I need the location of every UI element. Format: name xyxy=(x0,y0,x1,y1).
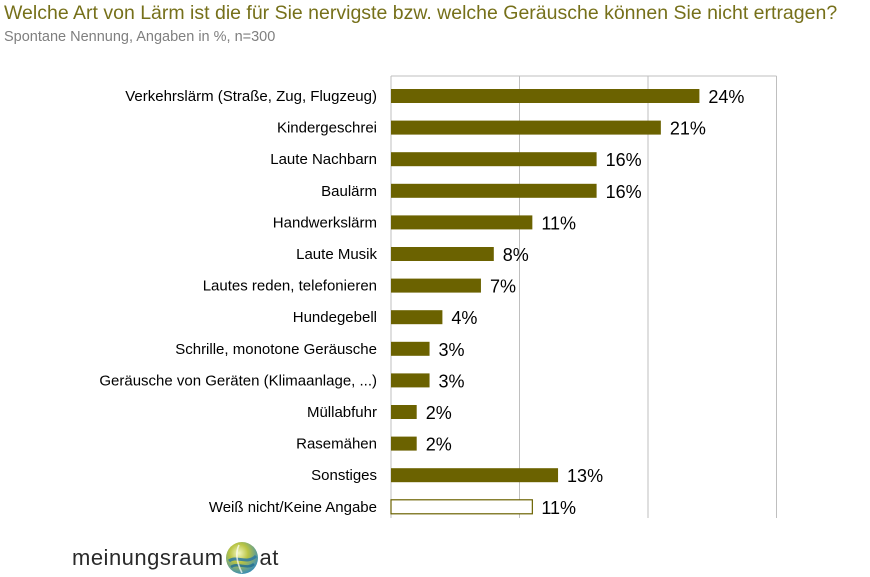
category-label-1: Kindergeschrei xyxy=(277,120,377,137)
category-label-12: Sonstiges xyxy=(311,467,377,484)
value-label-6: 7% xyxy=(490,277,516,297)
logo-text-left: meinungsraum xyxy=(72,545,224,570)
category-label-6: Lautes reden, telefonieren xyxy=(203,278,377,295)
value-label-8: 3% xyxy=(439,340,465,360)
value-label-10: 2% xyxy=(426,403,452,423)
value-label-4: 11% xyxy=(541,213,576,233)
bar-6 xyxy=(391,278,481,293)
value-label-13: 11% xyxy=(541,498,576,518)
value-label-1: 21% xyxy=(670,119,706,139)
bars xyxy=(390,89,700,515)
value-label-11: 2% xyxy=(426,435,452,455)
bar-3 xyxy=(391,183,597,198)
bar-1 xyxy=(391,120,661,135)
category-label-10: Müllabfuhr xyxy=(307,404,377,421)
category-label-9: Geräusche von Geräten (Klimaanlage, ...) xyxy=(99,372,377,389)
globe-icon xyxy=(225,542,258,574)
value-label-9: 3% xyxy=(439,371,465,391)
category-label-13: Weiß nicht/Keine Angabe xyxy=(209,499,377,516)
category-label-0: Verkehrslärm (Straße, Zug, Flugzeug) xyxy=(125,88,377,105)
category-label-3: Baulärm xyxy=(321,183,377,200)
bar-chart: Verkehrslärm (Straße, Zug, Flugzeug) Kind… xyxy=(99,75,777,518)
value-label-2: 16% xyxy=(606,150,642,170)
meinungsraum-logo: meinungsraum at xyxy=(72,540,279,576)
category-label-11: Rasemähen xyxy=(296,436,377,453)
bar-12 xyxy=(391,468,559,483)
value-label-12: 13% xyxy=(567,466,603,486)
category-label-8: Schrille, monotone Geräusche xyxy=(175,341,377,358)
chart-title: Welche Art von Lärm ist die für Sie nerv… xyxy=(4,2,838,24)
category-label-2: Laute Nachbarn xyxy=(270,151,377,168)
value-label-3: 16% xyxy=(606,182,642,202)
category-label-5: Laute Musik xyxy=(296,246,377,263)
bar-0 xyxy=(391,89,700,103)
bar-4 xyxy=(391,215,533,230)
value-label-5: 8% xyxy=(503,245,529,265)
bar-13 xyxy=(390,499,533,515)
bar-2 xyxy=(391,152,597,167)
chart-subtitle: Spontane Nennung, Angaben in %, n=300 xyxy=(4,29,276,45)
value-label-7: 4% xyxy=(451,308,477,328)
bar-5 xyxy=(391,247,494,261)
category-label-7: Hundegebell xyxy=(293,309,377,326)
category-label-4: Handwerkslärm xyxy=(273,214,377,231)
value-label-0: 24% xyxy=(708,87,744,107)
bar-7 xyxy=(391,310,443,325)
value-labels: 24%21% 16% 16% 11% 8% 7% 4% 3% 3% 2% 2% 13% 11% xyxy=(426,87,745,518)
bar-10 xyxy=(391,405,417,419)
bar-11 xyxy=(391,436,417,451)
bar-9 xyxy=(391,373,430,388)
logo-text-right: at xyxy=(259,545,279,570)
category-labels: Verkehrslärm (Straße, Zug, Flugzeug) Kind… xyxy=(99,88,377,516)
bar-8 xyxy=(391,341,430,356)
